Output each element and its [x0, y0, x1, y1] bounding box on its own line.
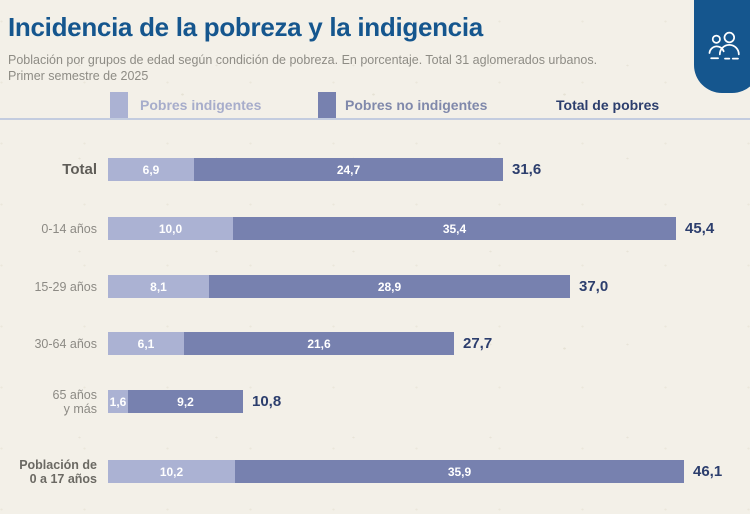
- segment-value: 8,1: [150, 279, 167, 294]
- people-group-icon: [708, 31, 740, 60]
- bar-segment-indigentes: 8,1: [108, 275, 209, 298]
- chart-row: 0-14 años 10,0 35,4 45,4: [0, 217, 750, 240]
- total-value: 10,8: [252, 393, 282, 410]
- bar-segment-indigentes: 10,0: [108, 217, 233, 240]
- chart-row: Total 6,9 24,7 31,6: [0, 158, 750, 181]
- legend-label-no-indigentes: Pobres no indigentes: [345, 97, 488, 113]
- people-group-badge: [694, 0, 750, 93]
- subtitle: Población por grupos de edad según condi…: [8, 52, 668, 84]
- segment-value: 24,7: [336, 162, 361, 177]
- bar-stack: 10,0 35,4 45,4: [108, 217, 714, 240]
- segment-value: 21,6: [307, 336, 331, 351]
- legend-divider: [0, 118, 750, 120]
- segment-value: 6,1: [137, 336, 155, 351]
- segment-value: 6,9: [142, 162, 160, 177]
- total-value: 46,1: [693, 463, 723, 480]
- bar-segment-no-indigentes: 24,7: [194, 158, 503, 181]
- bar-segment-no-indigentes: 35,9: [235, 460, 684, 483]
- category-label: Total: [62, 160, 97, 178]
- bar-stack: 8,1 28,9 37,0: [108, 275, 608, 298]
- bar-segment-indigentes: 6,9: [108, 158, 194, 181]
- bar-segment-no-indigentes: 9,2: [128, 390, 243, 413]
- bar-segment-no-indigentes: 21,6: [184, 332, 454, 355]
- bar-segment-indigentes: 6,1: [108, 332, 184, 355]
- legend-label-total: Total de pobres: [556, 97, 660, 113]
- total-value: 37,0: [579, 278, 609, 295]
- total-value: 27,7: [463, 335, 493, 352]
- bar-segment-no-indigentes: 35,4: [233, 217, 676, 240]
- segment-value: 10,0: [158, 221, 183, 236]
- chart-row: 15-29 años 8,1 28,9 37,0: [0, 275, 750, 298]
- page-title: Incidencia de la pobreza y la indigencia: [8, 12, 483, 42]
- bar-segment-no-indigentes: 28,9: [209, 275, 570, 298]
- legend-swatch-indigentes: [110, 92, 128, 119]
- legend-swatch-no-indigentes: [318, 92, 336, 119]
- bar-stack: 1,6 9,2 10,8: [108, 390, 281, 413]
- chart-row: 65 años y más 1,6 9,2 10,8: [0, 387, 750, 416]
- category-label: 0-14 años: [41, 221, 97, 236]
- segment-value: 10,2: [159, 464, 184, 479]
- chart-row: Población de 0 a 17 años 10,2 35,9 46,1: [0, 457, 750, 486]
- segment-value: 35,4: [442, 221, 467, 236]
- total-value: 45,4: [685, 220, 715, 237]
- subtitle-line-1: Población por grupos de edad según condi…: [8, 53, 598, 67]
- bar-stack: 6,9 24,7 31,6: [108, 158, 541, 181]
- category-label: 30-64 años: [34, 336, 97, 351]
- chart-row: 30-64 años 6,1 21,6 27,7: [0, 332, 750, 355]
- subtitle-line-2: Primer semestre de 2025: [8, 69, 149, 83]
- segment-value: 35,9: [447, 464, 472, 479]
- segment-value: 9,2: [177, 394, 194, 409]
- segment-value: 28,9: [377, 279, 402, 294]
- bar-stack: 6,1 21,6 27,7: [108, 332, 492, 355]
- segment-value: 1,6: [109, 394, 127, 409]
- category-label: 65 años y más: [52, 387, 97, 416]
- bar-stack: 10,2 35,9 46,1: [108, 460, 722, 483]
- total-value: 31,6: [512, 161, 542, 178]
- category-label: 15-29 años: [34, 279, 97, 294]
- bar-segment-indigentes: 1,6: [108, 390, 128, 413]
- bar-segment-indigentes: 10,2: [108, 460, 235, 483]
- legend-label-indigentes: Pobres indigentes: [140, 97, 262, 113]
- category-label: Población de 0 a 17 años: [19, 457, 97, 486]
